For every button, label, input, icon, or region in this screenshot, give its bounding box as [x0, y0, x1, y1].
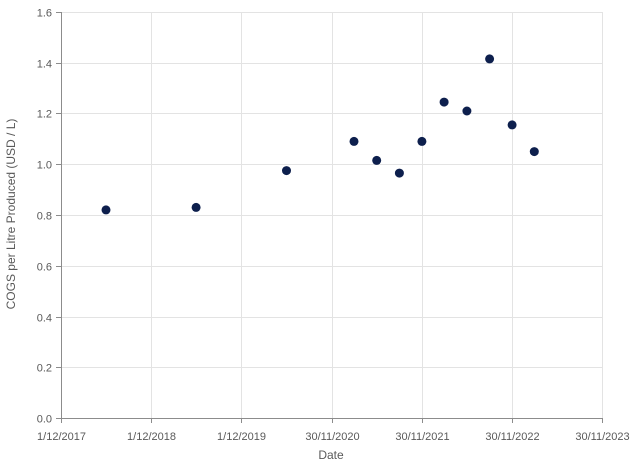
data-point: [101, 205, 111, 215]
data-point: [349, 136, 359, 146]
data-point: [439, 97, 449, 107]
data-point: [191, 202, 201, 212]
y-tick-label: 0.0: [37, 414, 52, 426]
gridlines: [61, 12, 603, 418]
data-point: [417, 136, 427, 146]
data-point: [462, 106, 472, 116]
y-tick-label: 0.6: [37, 262, 52, 274]
y-tick-label: 0.4: [37, 313, 52, 325]
y-tick-label: 0.8: [37, 211, 52, 223]
y-tick-labels: 0.0 0.2 0.4 0.6 0.8 1.0 1.2 1.4 1.6: [37, 8, 52, 426]
data-point: [507, 120, 517, 130]
x-tick-label: 30/11/2020: [305, 431, 359, 443]
data-point: [372, 155, 382, 165]
x-tick-label: 30/11/2023: [575, 431, 629, 443]
y-axis-title: COGS per Litre Produced (USD / L): [4, 119, 18, 310]
data-point: [529, 147, 539, 157]
x-tick-label: 1/12/2018: [127, 431, 176, 443]
y-tick-label: 0.2: [37, 363, 52, 375]
x-axis-title: Date: [318, 448, 344, 462]
x-tick-labels: 1/12/2017 1/12/2018 1/12/2019 30/11/2020 30/…: [37, 431, 630, 443]
x-tick-label: 1/12/2017: [37, 431, 86, 443]
y-tick-label: 1.2: [37, 109, 52, 121]
y-tick-label: 1.6: [37, 8, 52, 20]
x-tick-label: 30/11/2021: [395, 431, 449, 443]
data-point: [485, 54, 495, 64]
y-tick-label: 1.0: [37, 160, 52, 172]
y-tick-label: 1.4: [37, 59, 52, 71]
data-points: [101, 54, 539, 215]
data-point: [282, 166, 291, 176]
x-tick-label: 30/11/2022: [485, 431, 539, 443]
x-tick-label: 1/12/2019: [217, 431, 266, 443]
axes: [56, 12, 603, 423]
data-point: [394, 168, 404, 178]
